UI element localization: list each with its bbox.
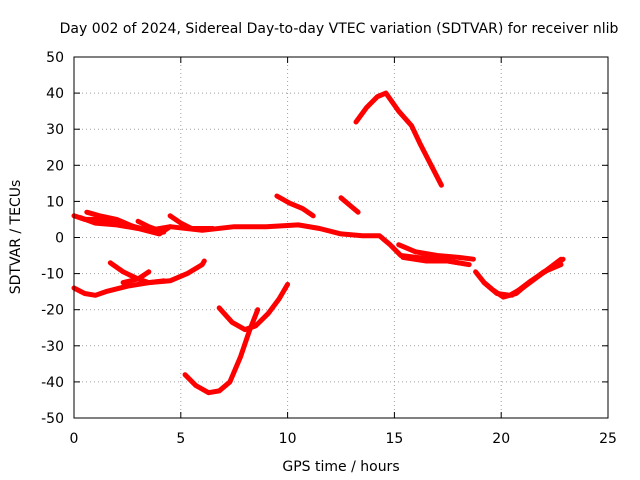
y-tick-label: 40 xyxy=(46,86,64,102)
x-axis-label: GPS time / hours xyxy=(282,459,399,475)
series-line-arc-9 xyxy=(107,258,207,286)
y-axis-label: SDTVAR / TECUs xyxy=(8,180,24,295)
x-tick-label: 5 xyxy=(176,431,185,447)
y-tick-label: 20 xyxy=(46,158,64,174)
chart-title: Day 002 of 2024, Sidereal Day-to-day VTE… xyxy=(60,21,619,37)
series-line-arc-10 xyxy=(120,269,152,286)
plot-area xyxy=(71,90,566,396)
x-tick-label: 10 xyxy=(279,431,297,447)
x-tick-label: 0 xyxy=(70,431,79,447)
y-tick-label: -30 xyxy=(41,339,64,355)
x-tick-label: 20 xyxy=(492,431,510,447)
grid xyxy=(74,57,608,418)
series-line-arc-18 xyxy=(509,256,566,298)
y-tick-label: -40 xyxy=(41,375,64,391)
y-tick-label: -20 xyxy=(41,303,64,319)
series-line-arc-7 xyxy=(400,254,472,268)
y-tick-label: 50 xyxy=(46,50,64,66)
series-line-arc-1 xyxy=(71,213,461,266)
series-line-arc-15 xyxy=(353,90,444,188)
y-tick-label: 0 xyxy=(55,231,64,247)
series-line-arc-13 xyxy=(274,193,316,219)
y-tick-label: -50 xyxy=(41,411,64,427)
series-line-arc-6 xyxy=(396,242,476,262)
series-line-arc-3 xyxy=(84,209,137,230)
series-line-arc-5 xyxy=(167,213,216,231)
series-line-arc-14 xyxy=(338,195,361,215)
series-line-arc-4 xyxy=(135,218,167,235)
y-tick-label: -10 xyxy=(41,267,64,283)
axes: 0 5 10 15 20 25 -50 -40 -30 -20 -10 0 10 20 30 40 50 xyxy=(41,50,617,447)
y-tick-label: 30 xyxy=(46,122,64,138)
series-line-arc-12 xyxy=(216,281,291,333)
y-tick-label: 10 xyxy=(46,194,64,210)
x-tick-label: 15 xyxy=(385,431,403,447)
series-line-arc-11 xyxy=(182,307,261,396)
x-tick-label: 25 xyxy=(599,431,617,447)
